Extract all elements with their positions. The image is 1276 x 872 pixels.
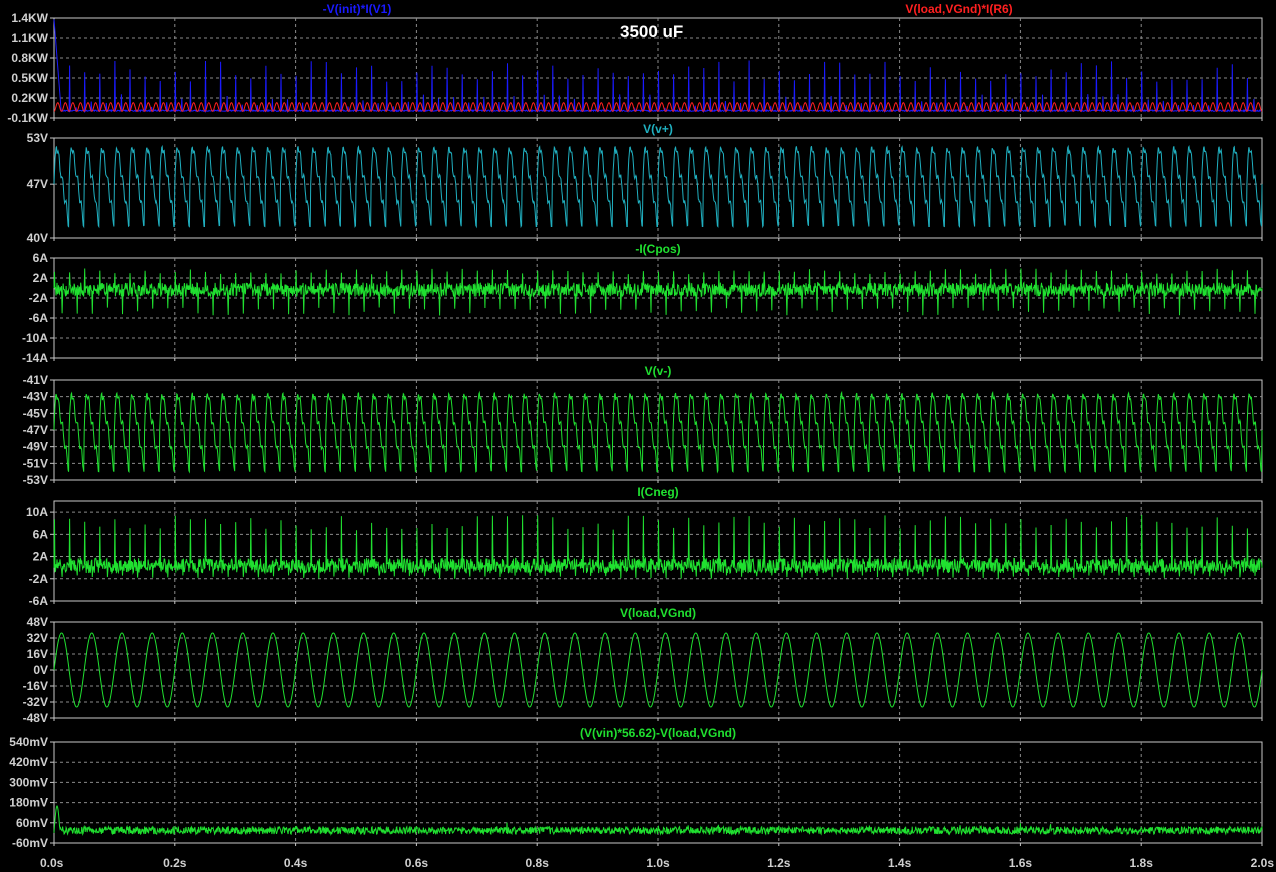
series-title: V(load,VGnd)*I(R6) — [905, 2, 1012, 16]
series-line — [53, 102, 1263, 112]
y-tick-label: 6A — [33, 527, 49, 541]
x-tick-label: 2.0s — [1251, 856, 1275, 870]
series-title: V(load,VGnd) — [620, 606, 696, 620]
y-tick-label: 540mV — [9, 735, 48, 749]
x-tick-label: 0.8s — [526, 856, 550, 870]
y-tick-label: 2A — [33, 271, 49, 285]
y-tick-label: -49V — [23, 440, 48, 454]
y-tick-label: -43V — [23, 390, 48, 404]
pane-2: 53V 47V 40V V(v+) — [27, 122, 1263, 245]
y-tick-label: -51V — [23, 456, 48, 470]
y-tick-label: -14A — [22, 351, 48, 365]
y-tick-label: -47V — [23, 423, 48, 437]
y-tick-label: 10A — [26, 505, 48, 519]
y-tick-label: -48V — [23, 711, 48, 725]
y-tick-label: 300mV — [9, 775, 48, 789]
y-tick-label: 47V — [27, 177, 48, 191]
series-line — [53, 268, 1263, 316]
series-title: I(Cneg) — [637, 485, 678, 499]
y-tick-label: -2A — [29, 572, 49, 586]
y-tick-label: 0V — [33, 663, 48, 677]
y-tick-label: 16V — [27, 647, 48, 661]
x-tick-label: 0.2s — [163, 856, 187, 870]
y-tick-label: -2A — [29, 291, 49, 305]
series-line — [53, 514, 1263, 579]
y-tick-label: 53V — [27, 131, 48, 145]
pane-6: 48V 32V 16V 0V -16V -32V -48V V(load,VGnd) — [23, 606, 1263, 725]
series-line — [53, 144, 1263, 229]
y-tick-label: -41V — [23, 373, 48, 387]
capacitance-annotation: 3500 uF — [620, 22, 683, 41]
x-tick-label: 0.0s — [40, 856, 64, 870]
pane-1: 1.4KW 1.1KW 0.8KW 0.5KW 0.2KW -0.1KW -V(init)*… — [7, 2, 1263, 125]
y-tick-label: -45V — [23, 406, 48, 420]
y-tick-label: 420mV — [9, 755, 48, 769]
pane-5: 10A 6A 2A -2A -6A I(Cneg) — [26, 485, 1263, 608]
y-tick-label: 6A — [33, 251, 49, 265]
y-tick-label: 40V — [27, 231, 48, 245]
pane-3: 6A 2A -2A -6A -10A -14A -I(Cpos) — [22, 242, 1263, 365]
pane-4: -41V -43V -45V -47V -49V -51V -53V V(v-) — [23, 364, 1263, 487]
y-tick-label: 180mV — [9, 796, 48, 810]
y-tick-label: 0.2KW — [11, 91, 48, 105]
y-tick-label: 1.4KW — [11, 11, 48, 25]
x-tick-label: 0.6s — [405, 856, 429, 870]
y-tick-label: -32V — [23, 695, 48, 709]
x-tick-label: 1.2s — [767, 856, 791, 870]
y-tick-label: -0.1KW — [7, 111, 48, 125]
series-title: -I(Cpos) — [635, 242, 680, 256]
y-tick-label: -10A — [22, 331, 48, 345]
x-tick-label: 1.8s — [1130, 856, 1154, 870]
y-tick-label: -53V — [23, 473, 48, 487]
y-tick-label: 1.1KW — [11, 31, 48, 45]
x-tick-label: 0.4s — [284, 856, 308, 870]
y-tick-label: 32V — [27, 631, 48, 645]
y-tick-label: -6A — [29, 311, 49, 325]
series-title: -V(init)*I(V1) — [323, 2, 392, 16]
series-line — [53, 390, 1263, 474]
y-tick-label: 48V — [27, 615, 48, 629]
pane-7: 540mV 420mV 300mV 180mV 60mV -60mV (V(vin)*56.… — [9, 726, 1263, 850]
y-tick-label: 0.8KW — [11, 51, 48, 65]
x-tick-label: 1.4s — [888, 856, 912, 870]
y-tick-label: -16V — [23, 679, 48, 693]
x-tick-label: 1.6s — [1009, 856, 1033, 870]
series-title: (V(vin)*56.62)-V(load,VGnd) — [580, 726, 736, 740]
y-tick-label: -60mV — [12, 836, 48, 850]
series-title: V(v+) — [643, 122, 673, 136]
x-tick-label: 1.0s — [646, 856, 670, 870]
y-tick-label: 0.5KW — [11, 71, 48, 85]
y-tick-label: 60mV — [16, 816, 48, 830]
series-title: V(v-) — [645, 364, 672, 378]
y-tick-label: -6A — [29, 594, 49, 608]
series-line — [53, 804, 1263, 837]
series-line — [53, 632, 1263, 708]
y-tick-label: 2A — [33, 550, 49, 564]
